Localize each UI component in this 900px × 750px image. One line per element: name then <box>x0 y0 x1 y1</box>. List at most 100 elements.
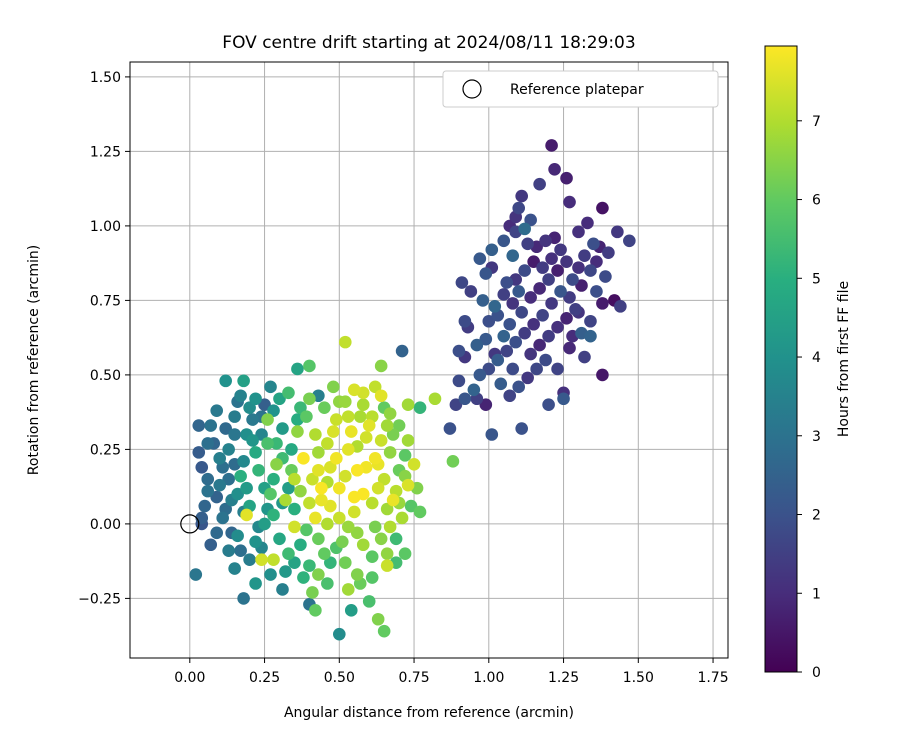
data-point <box>350 568 364 581</box>
data-point <box>563 291 576 304</box>
data-point <box>368 452 382 465</box>
data-point <box>321 577 334 590</box>
data-point <box>545 252 558 265</box>
data-point <box>291 425 304 438</box>
data-point <box>545 297 558 310</box>
data-point <box>267 472 280 486</box>
data-point <box>362 595 376 608</box>
data-point <box>443 422 457 435</box>
data-point <box>512 201 525 215</box>
y-axis-ticks: −0.25 0.00 0.25 0.50 0.75 1.00 1.25 1.50 <box>78 70 130 607</box>
data-point <box>300 410 313 423</box>
data-point <box>524 291 537 304</box>
data-point <box>371 612 385 626</box>
data-point <box>192 419 206 432</box>
data-point <box>530 362 543 376</box>
data-point <box>306 586 319 599</box>
data-point <box>243 401 256 414</box>
data-point <box>350 526 364 540</box>
y-tick-label: 0.25 <box>90 442 121 458</box>
data-point <box>365 571 379 584</box>
data-point <box>584 264 597 277</box>
colorbar-tick-label: 7 <box>812 114 821 130</box>
data-point <box>258 398 271 412</box>
data-point <box>201 472 215 486</box>
data-point <box>539 353 552 367</box>
data-point <box>473 252 487 265</box>
data-point <box>231 487 244 501</box>
data-point <box>276 422 289 435</box>
data-point <box>515 306 528 319</box>
data-point <box>249 392 262 406</box>
data-point <box>330 413 343 426</box>
data-point <box>527 317 540 331</box>
data-point <box>464 285 478 298</box>
colorbar-tick-label: 3 <box>812 429 821 445</box>
data-point <box>560 311 573 325</box>
legend-box <box>442 70 719 108</box>
data-point <box>315 493 328 507</box>
data-point <box>258 517 271 531</box>
data-point <box>294 484 307 498</box>
data-point <box>338 556 352 569</box>
reference-marker <box>180 514 200 534</box>
data-point <box>315 481 328 495</box>
x-tick-label: 0.50 <box>324 670 355 686</box>
data-point <box>521 371 534 385</box>
data-point <box>249 577 262 590</box>
data-point <box>392 419 406 432</box>
data-point <box>545 139 558 152</box>
data-point <box>237 592 250 605</box>
data-point <box>566 273 579 286</box>
data-point <box>228 410 241 423</box>
data-point <box>341 410 355 423</box>
data-point <box>479 332 493 346</box>
data-point <box>542 329 555 343</box>
data-point <box>524 213 537 227</box>
data-point <box>497 234 511 248</box>
data-point <box>383 446 397 459</box>
data-point <box>428 392 442 406</box>
data-point <box>398 449 412 462</box>
data-point <box>512 285 525 298</box>
data-point <box>389 532 403 546</box>
data-point <box>324 460 337 474</box>
data-point <box>380 502 394 516</box>
data-point <box>401 398 415 412</box>
colorbar <box>764 45 798 673</box>
data-point <box>264 568 277 581</box>
data-point <box>395 344 409 358</box>
data-point <box>252 463 265 477</box>
x-tick-label: 1.75 <box>697 670 728 686</box>
data-point <box>383 407 397 420</box>
data-point <box>335 535 349 549</box>
legend-marker-icon <box>462 79 482 99</box>
data-point <box>452 374 466 388</box>
data-point <box>563 341 576 355</box>
data-point <box>515 189 528 203</box>
data-point <box>324 556 337 569</box>
colorbar-tick-label: 5 <box>812 271 821 287</box>
x-tick-label: 1.00 <box>473 670 504 686</box>
data-point <box>524 347 537 361</box>
data-point <box>288 472 301 486</box>
data-point <box>599 270 612 283</box>
y-tick-label: 1.50 <box>90 70 121 86</box>
data-point <box>338 335 352 349</box>
data-point <box>353 410 367 423</box>
legend-entry: Reference platepar <box>510 82 644 98</box>
data-point <box>500 344 514 358</box>
data-point <box>377 624 391 638</box>
data-point <box>300 523 313 537</box>
colorbar-tick-label: 2 <box>812 508 821 524</box>
data-point <box>249 446 262 459</box>
data-point <box>359 431 373 444</box>
y-tick-label: 1.00 <box>90 219 121 235</box>
data-point <box>497 288 511 301</box>
data-point <box>542 273 555 286</box>
data-point <box>228 562 241 575</box>
data-point <box>344 604 358 617</box>
data-point <box>356 538 370 552</box>
data-point <box>482 362 496 376</box>
data-point <box>333 511 346 525</box>
